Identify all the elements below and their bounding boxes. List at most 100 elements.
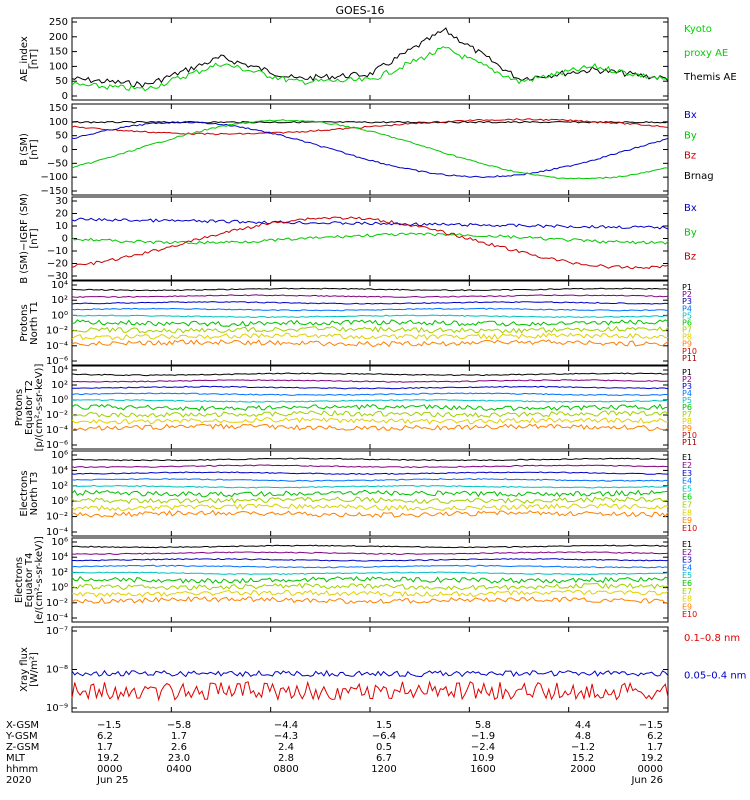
panel-frame — [71, 103, 669, 196]
y-tick-label: 10⁻² — [46, 326, 68, 337]
y-tick-label: −50 — [47, 158, 68, 169]
legend-entry: Bx — [684, 110, 697, 121]
data-trace — [71, 119, 669, 180]
legend-entry: E4 — [682, 477, 692, 486]
orbit-row-value: 15.2 — [572, 753, 594, 764]
data-trace — [71, 669, 669, 678]
orbit-row-value: 4.4 — [575, 720, 591, 731]
orbit-row-value: 0000 — [97, 764, 122, 775]
data-trace — [71, 564, 669, 569]
y-axis-label: [nT] — [29, 139, 40, 159]
orbit-row-label: hhmm — [6, 764, 38, 775]
orbit-row-value: 19.2 — [641, 753, 663, 764]
data-trace — [71, 457, 669, 462]
legend-entry: E9 — [682, 602, 692, 611]
y-tick-label: 150 — [49, 103, 68, 114]
y-tick-label: 10⁻⁴ — [46, 613, 68, 624]
legend-entry: P3 — [682, 382, 692, 391]
data-trace — [71, 325, 669, 334]
y-tick-label: 10⁻⁶ — [46, 440, 68, 451]
data-trace — [71, 589, 669, 598]
y-tick-label: 10⁰ — [51, 496, 68, 507]
y-tick-label: 10² — [51, 380, 68, 391]
legend-entry: E1 — [682, 540, 692, 549]
y-tick-label: 10² — [51, 481, 68, 492]
data-trace — [71, 489, 669, 498]
legend-entry: P9 — [682, 340, 692, 349]
orbit-row-value: 1.5 — [376, 720, 392, 731]
y-tick-label: 10⁻⁶ — [46, 356, 68, 367]
legend-entry: P7 — [682, 326, 692, 335]
y-axis-label: [nT] — [29, 228, 40, 248]
panel-frame — [71, 17, 669, 101]
y-tick-label: −10 — [47, 246, 68, 257]
orbit-row-value: 6.2 — [97, 731, 113, 742]
data-trace — [71, 319, 669, 327]
y-tick-label: 10⁻⁴ — [46, 425, 68, 436]
figure-title: GOES-16 — [335, 4, 384, 17]
legend-entry: E1 — [682, 453, 692, 462]
orbit-row-value: 10.9 — [472, 753, 494, 764]
data-trace — [71, 332, 669, 341]
legend-entry: E4 — [682, 563, 692, 572]
orbit-row-value: 1.7 — [97, 742, 113, 753]
data-trace — [71, 478, 669, 482]
panel-xr: 10⁻⁷ 10⁻⁸ 10⁻⁹ Xray flux [W/m²] 0.1–0.8 nm 0.0… — [19, 626, 746, 714]
y-tick-label: 10⁻⁹ — [46, 703, 68, 714]
data-trace — [71, 217, 669, 230]
orbit-row-value: −4.4 — [274, 720, 298, 731]
y-axis-label: North T3 — [29, 472, 40, 516]
panel-frame — [71, 626, 669, 713]
panel-ae: 250 200 150 100 50 0 AE_index [nT] Kyoto proxy AE… — [19, 17, 737, 102]
data-trace — [71, 216, 669, 270]
data-trace — [71, 307, 669, 312]
legend-entry: E3 — [682, 469, 692, 478]
orbit-row-value: 1600 — [470, 764, 495, 775]
legend-entry: 0.1–0.8 nm — [684, 633, 740, 644]
orbit-row-label: Z-GSM — [6, 742, 39, 753]
legend-entry: E9 — [682, 516, 692, 525]
orbit-row-value: 2.4 — [278, 742, 294, 753]
y-axis-label: [p/(cm²-s-sr-keV)] — [34, 364, 45, 452]
legend-entry: By — [684, 130, 697, 141]
y-tick-label: 10² — [51, 567, 68, 578]
orbit-row-value: 4.8 — [575, 731, 591, 742]
orbit-row-label: 2020 — [6, 775, 31, 786]
y-tick-label: 20 — [55, 209, 68, 220]
y-axis-label: B (SM) — [19, 133, 30, 166]
legend-entry: E2 — [682, 548, 692, 557]
y-axis-label: Electrons — [14, 557, 25, 603]
legend-entry: E7 — [682, 500, 692, 509]
legend-entry: Themis AE — [683, 72, 737, 83]
orbit-row-value: −1.5 — [639, 720, 663, 731]
y-tick-label: 10⁻⁴ — [46, 341, 68, 352]
legend-entry: P1 — [682, 283, 692, 292]
legend-entry: P4 — [682, 304, 692, 313]
orbit-row-value: Jun 26 — [630, 775, 663, 786]
data-trace — [71, 399, 669, 403]
legend-entry: E6 — [682, 493, 692, 502]
y-tick-label: 200 — [49, 32, 68, 43]
y-tick-label: 10⁻² — [46, 598, 68, 609]
legend-entry: E6 — [682, 579, 692, 588]
legend-entry: E8 — [682, 595, 692, 604]
data-trace — [71, 314, 669, 319]
legend-entry: P6 — [682, 318, 692, 327]
orbit-row-value: 23.0 — [168, 753, 190, 764]
y-tick-label: −100 — [41, 172, 68, 183]
data-trace — [71, 417, 669, 425]
legend-entry: E5 — [682, 485, 692, 494]
y-axis-label: [W/m²] — [29, 652, 40, 687]
y-axis-label: Equator T4 — [24, 553, 35, 608]
y-tick-label: 100 — [49, 61, 68, 72]
orbit-row-value: −1.2 — [571, 742, 595, 753]
panel-pe: 10⁴ 10² 10⁰ 10⁻² 10⁻⁴ 10⁻⁶ Protons Equator T2 [p… — [14, 364, 697, 452]
orbit-row-value: −1.9 — [471, 731, 495, 742]
legend-entry: E10 — [682, 524, 697, 533]
orbit-row-value: −5.8 — [167, 720, 191, 731]
y-tick-label: 30 — [55, 196, 68, 207]
legend-entry: P11 — [682, 438, 697, 447]
orbit-row-label: X-GSM — [6, 720, 39, 731]
data-trace — [71, 403, 669, 412]
